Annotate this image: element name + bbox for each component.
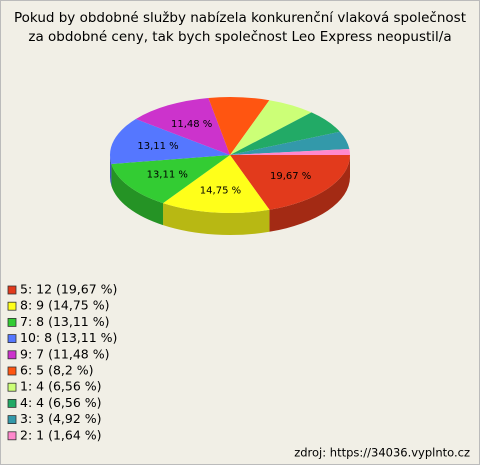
data-label: 13,11 % — [137, 141, 178, 152]
legend-label: 1: 4 (6,56 %) — [20, 379, 102, 394]
legend-swatch — [7, 350, 17, 360]
slice — [230, 131, 350, 155]
legend-label: 10: 8 (13,11 %) — [20, 330, 117, 345]
chart-title: Pokud by obdobné služby nabízela konkure… — [14, 10, 466, 26]
slice-side — [110, 155, 112, 186]
legend-label: 9: 7 (11,48 %) — [20, 346, 109, 361]
slice — [230, 100, 312, 155]
source: zdroj: https://34036.vyplnto.cz — [294, 446, 470, 460]
slice-side — [111, 163, 164, 226]
legend-swatch — [7, 398, 17, 408]
legend-swatch — [7, 431, 17, 441]
legend-label: 2: 1 (1,64 %) — [20, 427, 102, 442]
legend-swatch — [7, 366, 17, 376]
legend-swatch — [7, 415, 17, 425]
legend-label: 8: 9 (14,75 %) — [20, 298, 109, 313]
slice — [230, 149, 350, 155]
slice — [230, 112, 340, 155]
data-label: 11,48 % — [171, 119, 212, 130]
legend-swatch — [7, 285, 17, 295]
legend-label: 7: 8 (13,11 %) — [20, 314, 109, 329]
slice — [208, 97, 270, 155]
slice-side — [163, 203, 270, 235]
data-label: 19,67 % — [270, 171, 311, 182]
legend-label: 5: 12 (19,67 %) — [20, 282, 117, 297]
slice — [111, 155, 230, 204]
slice — [135, 97, 230, 155]
data-label: 14,75 % — [200, 186, 241, 197]
slice — [163, 155, 270, 213]
legend-swatch — [7, 301, 17, 311]
legend-swatch — [7, 334, 17, 344]
slice-side — [269, 155, 350, 232]
legend-label: 6: 5 (8,2 %) — [20, 363, 94, 378]
legend-label: 3: 3 (4,92 %) — [20, 411, 102, 426]
data-label: 13,11 % — [147, 169, 188, 180]
slice — [230, 155, 350, 210]
legend-label: 4: 4 (6,56 %) — [20, 395, 102, 410]
slice — [110, 119, 230, 164]
chart-title: za obdobné ceny, tak bych společnost Leo… — [28, 29, 451, 45]
legend-swatch — [7, 382, 17, 392]
legend-swatch — [7, 317, 17, 327]
